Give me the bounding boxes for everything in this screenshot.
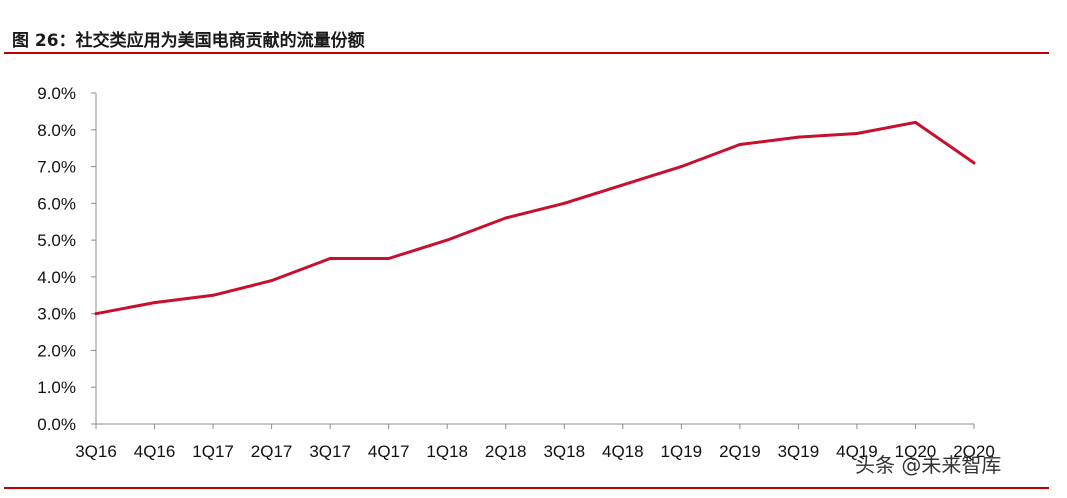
series-group [94, 120, 976, 316]
y-tick-label: 7.0% [37, 158, 76, 177]
x-tick-label: 1Q17 [192, 442, 234, 461]
data-point [621, 183, 625, 187]
x-tick-label: 4Q18 [602, 442, 644, 461]
data-point [445, 238, 449, 242]
x-tick-label: 2Q19 [719, 442, 761, 461]
data-point [972, 161, 976, 165]
x-tick-label: 4Q17 [368, 442, 410, 461]
y-tick-label: 8.0% [37, 121, 76, 140]
data-point [738, 142, 742, 146]
data-point [855, 131, 859, 135]
data-point [94, 312, 98, 316]
y-tick-label: 4.0% [37, 268, 76, 287]
x-tick-label: 3Q19 [778, 442, 820, 461]
x-tick-label: 1Q20 [895, 442, 937, 461]
x-tick-label: 2Q18 [485, 442, 527, 461]
y-tick-label: 1.0% [37, 378, 76, 397]
y-tick-label: 2.0% [37, 341, 76, 360]
y-axis: 0.0% 1.0% 2.0% 3.0% 4.0% 5.0% 6.0% 7.0% 8.0% 9.0% [37, 84, 97, 434]
series-line [94, 120, 976, 316]
data-point [562, 201, 566, 205]
watermark-text: 头条 @未来智库 [855, 453, 1002, 477]
title-divider [4, 52, 1049, 54]
y-tick-label: 3.0% [37, 305, 76, 324]
data-point [913, 120, 917, 124]
x-tick-label: 3Q17 [309, 442, 351, 461]
y-tick-label: 9.0% [37, 84, 76, 103]
bottom-divider [4, 487, 1049, 489]
x-tick-label: 4Q16 [134, 442, 176, 461]
data-point [504, 216, 508, 220]
y-tick-label: 5.0% [37, 231, 76, 250]
figure-title: 图 26：社交类应用为美国电商贡献的流量份额 [12, 31, 365, 51]
data-point [796, 135, 800, 139]
data-point [387, 257, 391, 260]
x-tick-label: 4Q19 [836, 442, 878, 461]
x-tick-label: 3Q18 [543, 442, 585, 461]
x-tick-label: 1Q18 [426, 442, 468, 461]
data-point [211, 293, 215, 297]
x-axis: 3Q16 4Q16 1Q17 2Q17 3Q17 4Q17 1Q18 2Q18 3Q18 4Q18… [75, 423, 995, 461]
y-tick-label: 6.0% [37, 194, 76, 213]
data-point [679, 165, 683, 169]
data-point [328, 257, 332, 260]
x-tick-label: 3Q16 [75, 442, 117, 461]
x-tick-label: 2Q17 [251, 442, 293, 461]
data-point [270, 279, 274, 283]
x-tick-label: 1Q19 [661, 442, 703, 461]
y-tick-label: 0.0% [37, 415, 76, 434]
x-tick-label: 2Q20 [953, 442, 995, 461]
data-point [153, 301, 157, 305]
